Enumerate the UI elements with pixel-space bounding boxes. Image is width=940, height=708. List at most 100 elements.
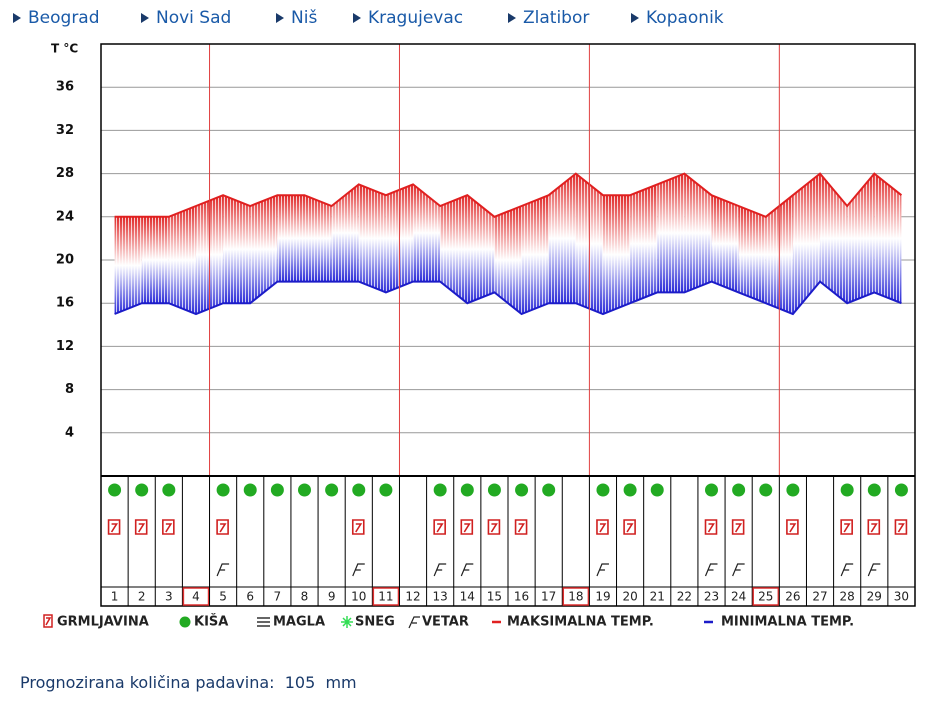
range-stripes	[874, 173, 902, 304]
range-stripes	[223, 195, 251, 304]
y-tick-label: 36	[56, 80, 74, 95]
day-label: 24	[731, 590, 746, 604]
thunder-icon	[460, 519, 474, 535]
day-label: 1	[111, 590, 119, 604]
nav-text[interactable]: Zlatibor	[523, 8, 590, 28]
thunder-icon	[107, 519, 121, 535]
day-label: 25	[758, 590, 773, 604]
day-label: 10	[351, 590, 366, 604]
rain-icon	[135, 483, 149, 497]
range-stripes	[141, 216, 169, 304]
day-label: 20	[622, 590, 637, 604]
range-stripes	[331, 184, 359, 282]
day-highlight	[562, 587, 590, 606]
wind-icon	[867, 563, 881, 577]
rain-icon	[786, 483, 800, 497]
day-label: 21	[650, 590, 665, 604]
rain-icon	[243, 483, 257, 497]
rain-icon	[542, 483, 556, 497]
day-label: 11	[378, 590, 393, 604]
footer-value: 105	[284, 673, 316, 692]
day-label: 9	[328, 590, 336, 604]
range-stripes	[602, 195, 631, 314]
nav-link[interactable]: Zlatibor	[507, 8, 589, 28]
rain-icon	[325, 483, 339, 497]
nav-text[interactable]: Niš	[291, 8, 318, 28]
range-stripes	[847, 173, 875, 304]
legend-icon	[257, 617, 270, 627]
rain-icon	[216, 483, 230, 497]
thunder-icon	[514, 519, 528, 535]
legend-text: KIŠA	[194, 614, 228, 630]
thunder-icon	[623, 519, 636, 535]
day-highlight	[372, 587, 400, 606]
day-label: 30	[894, 590, 909, 604]
day-label: 14	[460, 590, 475, 604]
day-label: 26	[785, 590, 800, 604]
nav-link[interactable]: Novi Sad	[140, 8, 231, 28]
day-label: 8	[301, 590, 309, 604]
thunder-icon	[487, 519, 501, 535]
wind-icon	[596, 563, 609, 577]
rain-icon	[623, 483, 637, 497]
nav-text[interactable]: Novi Sad	[156, 8, 232, 28]
wind-icon	[433, 563, 447, 577]
day-label: 19	[595, 590, 610, 604]
range-stripes	[711, 195, 739, 293]
wind-icon	[704, 563, 718, 577]
day-label: 18	[568, 590, 583, 604]
footer: Prognozirana količina padavina: 105 mm	[20, 673, 357, 692]
legend-text: VETAR	[422, 615, 469, 630]
rain-icon	[840, 483, 854, 497]
nav-link[interactable]: Beograd	[12, 8, 100, 28]
day-label: 13	[433, 590, 448, 604]
rain-icon	[705, 483, 718, 497]
nav-link[interactable]: Kragujevac	[352, 8, 463, 28]
range-stripes	[548, 173, 576, 304]
nav-link[interactable]: Niš	[275, 8, 317, 28]
range-stripes	[250, 195, 278, 304]
nav-text[interactable]: Beograd	[28, 8, 100, 28]
rain-icon	[867, 483, 881, 497]
nav-text[interactable]: Kragujevac	[368, 8, 464, 28]
wind-icon	[840, 563, 854, 577]
series-line	[114, 280, 902, 316]
day-highlight	[752, 587, 780, 606]
legend: GRMLJAVINA KIŠA MAGLA SNEG VETAR MAKSIMA…	[43, 614, 854, 630]
day-label: 29	[867, 590, 882, 604]
day-label: 28	[840, 590, 855, 604]
wind-icon	[216, 563, 230, 577]
rain-icon	[487, 483, 501, 497]
thunder-icon	[704, 519, 718, 535]
thunder-icon	[867, 519, 881, 535]
legend-text: MINIMALNA TEMP.	[721, 615, 854, 630]
y-tick-label: 20	[56, 253, 74, 268]
rain-icon	[162, 483, 176, 497]
day-label: 3	[165, 590, 173, 604]
rain-icon	[433, 483, 447, 497]
range-stripes	[521, 195, 549, 314]
day-label: 27	[812, 590, 827, 604]
nav-text[interactable]: Kopaonik	[646, 8, 724, 28]
rain-icon	[270, 483, 284, 497]
thunder-icon	[840, 519, 853, 535]
thunder-icon	[894, 519, 908, 535]
wind-icon	[352, 563, 365, 577]
legend-text: MAGLA	[273, 615, 325, 630]
nav-link[interactable]: Kopaonik	[630, 8, 724, 28]
thunder-icon	[162, 519, 175, 535]
y-tick-label: 24	[56, 209, 74, 224]
wind-icon	[732, 563, 745, 577]
legend-text: SNEG	[355, 615, 395, 630]
day-label: 4	[192, 590, 200, 604]
y-tick-label: 8	[65, 382, 74, 397]
y-tick-label: 28	[56, 166, 74, 181]
rain-icon	[352, 483, 366, 497]
chart: T °C GRMLJAVINA KIŠA MAGLA SNEG VETAR MA…	[43, 42, 916, 630]
legend-icon	[408, 616, 420, 629]
thunder-icon	[134, 519, 148, 535]
rain-icon	[460, 483, 474, 497]
day-label: 16	[514, 590, 529, 604]
